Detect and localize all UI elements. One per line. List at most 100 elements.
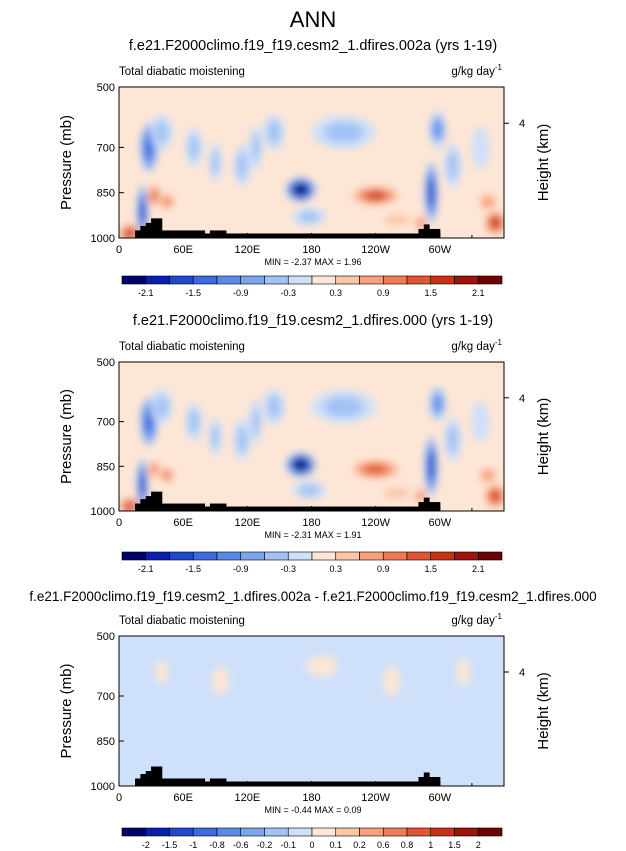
contour-feature — [158, 666, 165, 678]
x-tick-label: 180 — [302, 244, 320, 256]
y-tick-label: 700 — [97, 417, 115, 429]
colorbar-swatch — [216, 275, 242, 285]
right-tick-label: 4 — [519, 393, 525, 405]
x-tick-label: 60E — [173, 517, 193, 529]
colorbar-swatch — [192, 275, 218, 285]
colorbar-label: -1.5 — [185, 564, 201, 574]
max-label: MAX = — [312, 257, 344, 267]
colorbar-swatch — [454, 551, 479, 561]
colorbar-swatch — [477, 551, 503, 561]
x-tick-label: 0 — [116, 244, 122, 256]
colorbar-label: 0.1 — [329, 840, 342, 850]
colorbar-label: 0.3 — [329, 564, 342, 574]
units-exponent: -1 — [495, 338, 503, 347]
units-exponent: -1 — [495, 612, 503, 621]
panel-3: f.e21.F2000climo.f19_f19.cesm2_1.dfires.… — [29, 589, 596, 850]
contour-feature — [163, 471, 171, 480]
units-label: g/kg day-1 — [451, 63, 502, 78]
contour-feature — [417, 218, 424, 227]
colorbar-swatch — [169, 275, 194, 285]
contour-feature — [157, 124, 167, 141]
contour-feature — [428, 179, 435, 206]
y-tick-label: 850 — [97, 188, 115, 200]
x-tick-label: 120W — [361, 517, 390, 529]
contour-feature — [301, 212, 317, 221]
colorbar: -2.1 -1.5 -0.9 -0.3 0.3 0.9 1.5 2.1 — [121, 551, 503, 574]
colorbar-swatch — [240, 275, 265, 285]
colorbar-label: -1.5 — [162, 840, 178, 850]
colorbar-label: 0.9 — [377, 564, 390, 574]
min-max-label: MIN = -0.44 MAX = 0.09 — [264, 805, 361, 815]
terrain-block — [145, 222, 152, 238]
colorbar-label: 2.1 — [472, 288, 485, 298]
colorbar-swatch — [240, 551, 265, 561]
colorbar-label: 0.9 — [377, 288, 390, 298]
terrain-block — [209, 230, 222, 238]
variable-label: Total diabatic moistening — [119, 66, 245, 78]
contour-feature — [140, 199, 145, 223]
variable-label: Total diabatic moistening — [119, 341, 245, 353]
y-tick-label: 850 — [97, 461, 115, 473]
contour-feature — [476, 138, 485, 157]
colorbar-swatch — [311, 275, 337, 285]
contour-feature — [413, 696, 424, 720]
terrain-block — [135, 778, 141, 786]
min-max-label: MIN = -2.31 MAX = 1.91 — [264, 530, 361, 540]
colorbar-label: 1.5 — [424, 288, 437, 298]
field-features — [121, 655, 501, 755]
x-tick-label: 60E — [173, 792, 193, 804]
terrain-block — [151, 766, 157, 786]
colorbar-swatch — [192, 827, 218, 837]
min-label: MIN = — [264, 530, 291, 540]
panel-1: f.e21.F2000climo.f19_f19.cesm2_1.dfires.… — [58, 38, 552, 298]
terrain-block — [418, 228, 425, 238]
colorbar-swatch — [382, 275, 408, 285]
x-tick-label: 60W — [429, 792, 452, 804]
contour-feature — [387, 215, 407, 224]
contour-feature — [253, 411, 259, 432]
terrain-block — [423, 497, 430, 511]
contour-feature — [190, 413, 198, 431]
right-tick-label: 4 — [519, 118, 525, 130]
contour-feature — [315, 661, 330, 671]
colorbar-label: 2 — [476, 840, 481, 850]
terrain-block — [429, 228, 441, 238]
colorbar-swatch — [264, 827, 289, 837]
colorbar-swatch — [145, 827, 170, 837]
y-tick-label: 500 — [97, 82, 115, 94]
y-axis-title: Pressure (mb) — [58, 389, 75, 484]
colorbar-swatch — [335, 827, 360, 837]
contour-feature — [387, 489, 407, 498]
units-text: g/kg day — [451, 341, 495, 353]
x-tick-label: 60E — [173, 244, 193, 256]
terrain-block — [209, 503, 222, 511]
colorbar-swatch — [216, 551, 242, 561]
colorbar-label: 1.5 — [448, 840, 461, 850]
terrain-block — [225, 781, 419, 786]
min-value: -2.37 — [291, 257, 312, 267]
terrain-block — [145, 771, 152, 786]
right-tick-label: 4 — [519, 667, 525, 679]
contour-feature — [212, 428, 219, 445]
colorbar-swatch — [287, 827, 313, 837]
right-axis-title: Height (km) — [535, 124, 552, 202]
colorbar-swatch — [477, 827, 503, 837]
contour-feature — [441, 722, 449, 742]
y-tick-label: 1000 — [91, 233, 115, 245]
colorbar-label: -0.2 — [257, 840, 273, 850]
figure-title: ANN — [290, 7, 336, 32]
max-value: 1.96 — [344, 257, 362, 267]
variable-label: Total diabatic moistening — [119, 615, 245, 627]
colorbar-swatch — [264, 551, 289, 561]
units-text: g/kg day — [451, 615, 495, 627]
max-label: MAX = — [312, 530, 344, 540]
contour-feature — [448, 155, 457, 176]
contour-feature — [125, 686, 134, 706]
units-label: g/kg day-1 — [451, 612, 502, 627]
colorbar-label: 0.3 — [329, 288, 342, 298]
y-tick-label: 700 — [97, 691, 115, 703]
contour-feature — [294, 184, 308, 195]
y-tick-label: 1000 — [91, 506, 115, 518]
terrain-block — [135, 503, 141, 511]
contour-feature — [269, 124, 279, 141]
